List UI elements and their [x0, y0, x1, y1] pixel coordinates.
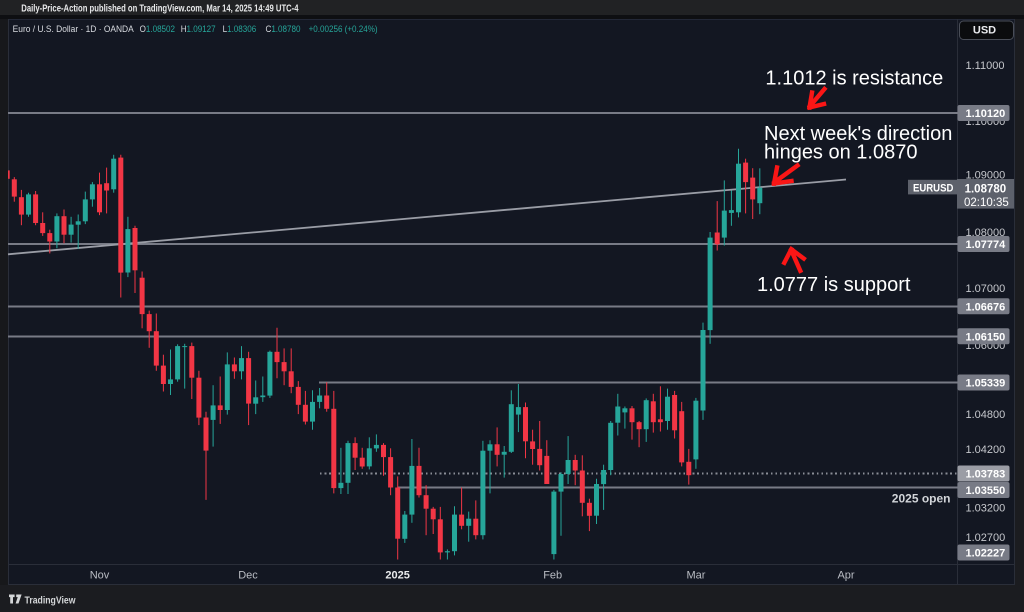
svg-text:Mar: Mar [687, 570, 706, 582]
svg-text:1.05339: 1.05339 [966, 378, 1006, 390]
svg-text:Daily-Price-Action published o: Daily-Price-Action published on TradingV… [21, 2, 299, 13]
svg-text:TradingView: TradingView [25, 595, 77, 606]
svg-text:H1.09127: H1.09127 [181, 23, 216, 34]
svg-text:1.04800: 1.04800 [966, 409, 1006, 421]
svg-text:1.07000: 1.07000 [966, 283, 1006, 295]
svg-text:1.03783: 1.03783 [966, 469, 1006, 481]
svg-text:1.10120: 1.10120 [966, 108, 1006, 120]
svg-text:1.03550: 1.03550 [966, 485, 1006, 497]
svg-text:1.1012 is resistance: 1.1012 is resistance [765, 68, 943, 90]
svg-text:1.11000: 1.11000 [966, 60, 1005, 72]
svg-text:Feb: Feb [543, 570, 562, 582]
svg-text:1.08780: 1.08780 [965, 184, 1007, 196]
svg-text:1.06150: 1.06150 [966, 331, 1006, 343]
svg-text:1.02227: 1.02227 [966, 548, 1006, 560]
svg-text:1.04200: 1.04200 [966, 444, 1006, 456]
svg-text:O1.08502: O1.08502 [140, 23, 175, 34]
svg-text:1.02700: 1.02700 [966, 532, 1006, 544]
svg-text:L1.08306: L1.08306 [223, 23, 257, 34]
svg-text:hinges on 1.0870: hinges on 1.0870 [764, 142, 917, 164]
svg-text:Next week's direction: Next week's direction [764, 123, 952, 145]
svg-text:Dec: Dec [238, 570, 258, 582]
svg-text:Euro / U.S. Dollar · 1D · OAND: Euro / U.S. Dollar · 1D · OANDA [13, 23, 134, 34]
svg-text:1.06676: 1.06676 [966, 301, 1006, 313]
svg-text:Nov: Nov [90, 570, 110, 582]
svg-text:1.03200: 1.03200 [966, 503, 1006, 515]
svg-text:1.07774: 1.07774 [966, 239, 1007, 251]
svg-text:2025: 2025 [385, 570, 409, 582]
svg-text:USD: USD [973, 25, 996, 37]
svg-text:1.09000: 1.09000 [966, 170, 1006, 182]
svg-text:02:10:35: 02:10:35 [964, 197, 1009, 209]
svg-text:2025 open: 2025 open [892, 492, 951, 506]
svg-text:+0.00256 (+0.24%): +0.00256 (+0.24%) [309, 23, 378, 34]
svg-text:EURUSD: EURUSD [913, 183, 953, 195]
svg-text:C1.08780: C1.08780 [266, 23, 301, 34]
svg-text:Apr: Apr [837, 570, 854, 582]
svg-text:1.0777 is support: 1.0777 is support [757, 274, 911, 296]
